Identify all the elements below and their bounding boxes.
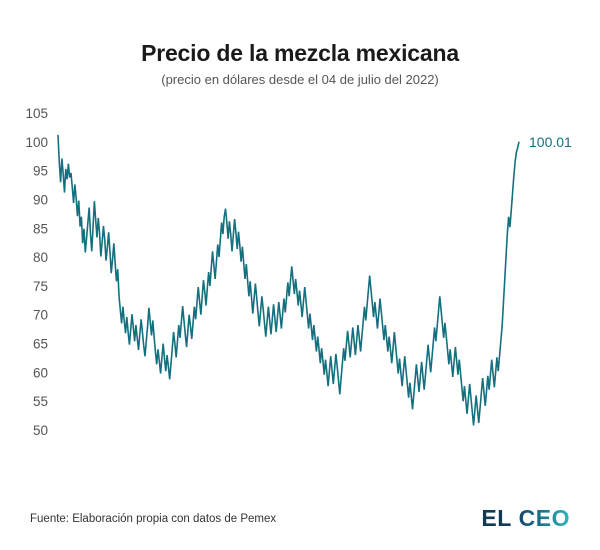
line-chart-svg: 50 55 60 65 70 75 80 85 90 95 100 105 100.01	[25, 106, 572, 438]
chart-header: Precio de la mezcla mexicana (precio en …	[0, 38, 600, 90]
y-axis-tick-label: 95	[33, 164, 48, 179]
y-axis-tick-label: 90	[33, 192, 48, 207]
y-axis-tick-label: 50	[33, 423, 48, 438]
last-value-annotation: 100.01	[529, 134, 572, 150]
y-axis-tick-label: 65	[33, 337, 48, 352]
page-title: Precio de la mezcla mexicana	[141, 40, 459, 66]
y-axis-tick-label: 100	[25, 135, 48, 150]
y-axis-tick-label: 60	[33, 365, 48, 380]
y-axis-tick-label: 75	[33, 279, 48, 294]
y-axis-tick-label: 55	[33, 394, 48, 409]
logo-ceo-text: CEO	[518, 505, 570, 531]
y-axis-tick-label: 85	[33, 221, 48, 236]
y-axis-tick-label: 70	[33, 308, 48, 323]
plot-area: 50 55 60 65 70 75 80 85 90 95 100 105 100.01	[0, 100, 600, 450]
y-axis-tick-label: 105	[25, 106, 48, 121]
source-note: Fuente: Elaboración propia con datos de …	[30, 513, 277, 525]
y-axis-tick-labels: 50 55 60 65 70 75 80 85 90 95 100 105	[25, 106, 48, 438]
logo-el-text: EL	[481, 505, 512, 531]
brand-logo: EL CEO	[481, 505, 570, 531]
y-axis-tick-label: 80	[33, 250, 48, 265]
chart-subtitle: (precio en dólares desde el 04 de julio …	[161, 72, 439, 87]
price-line-series	[57, 134, 520, 426]
